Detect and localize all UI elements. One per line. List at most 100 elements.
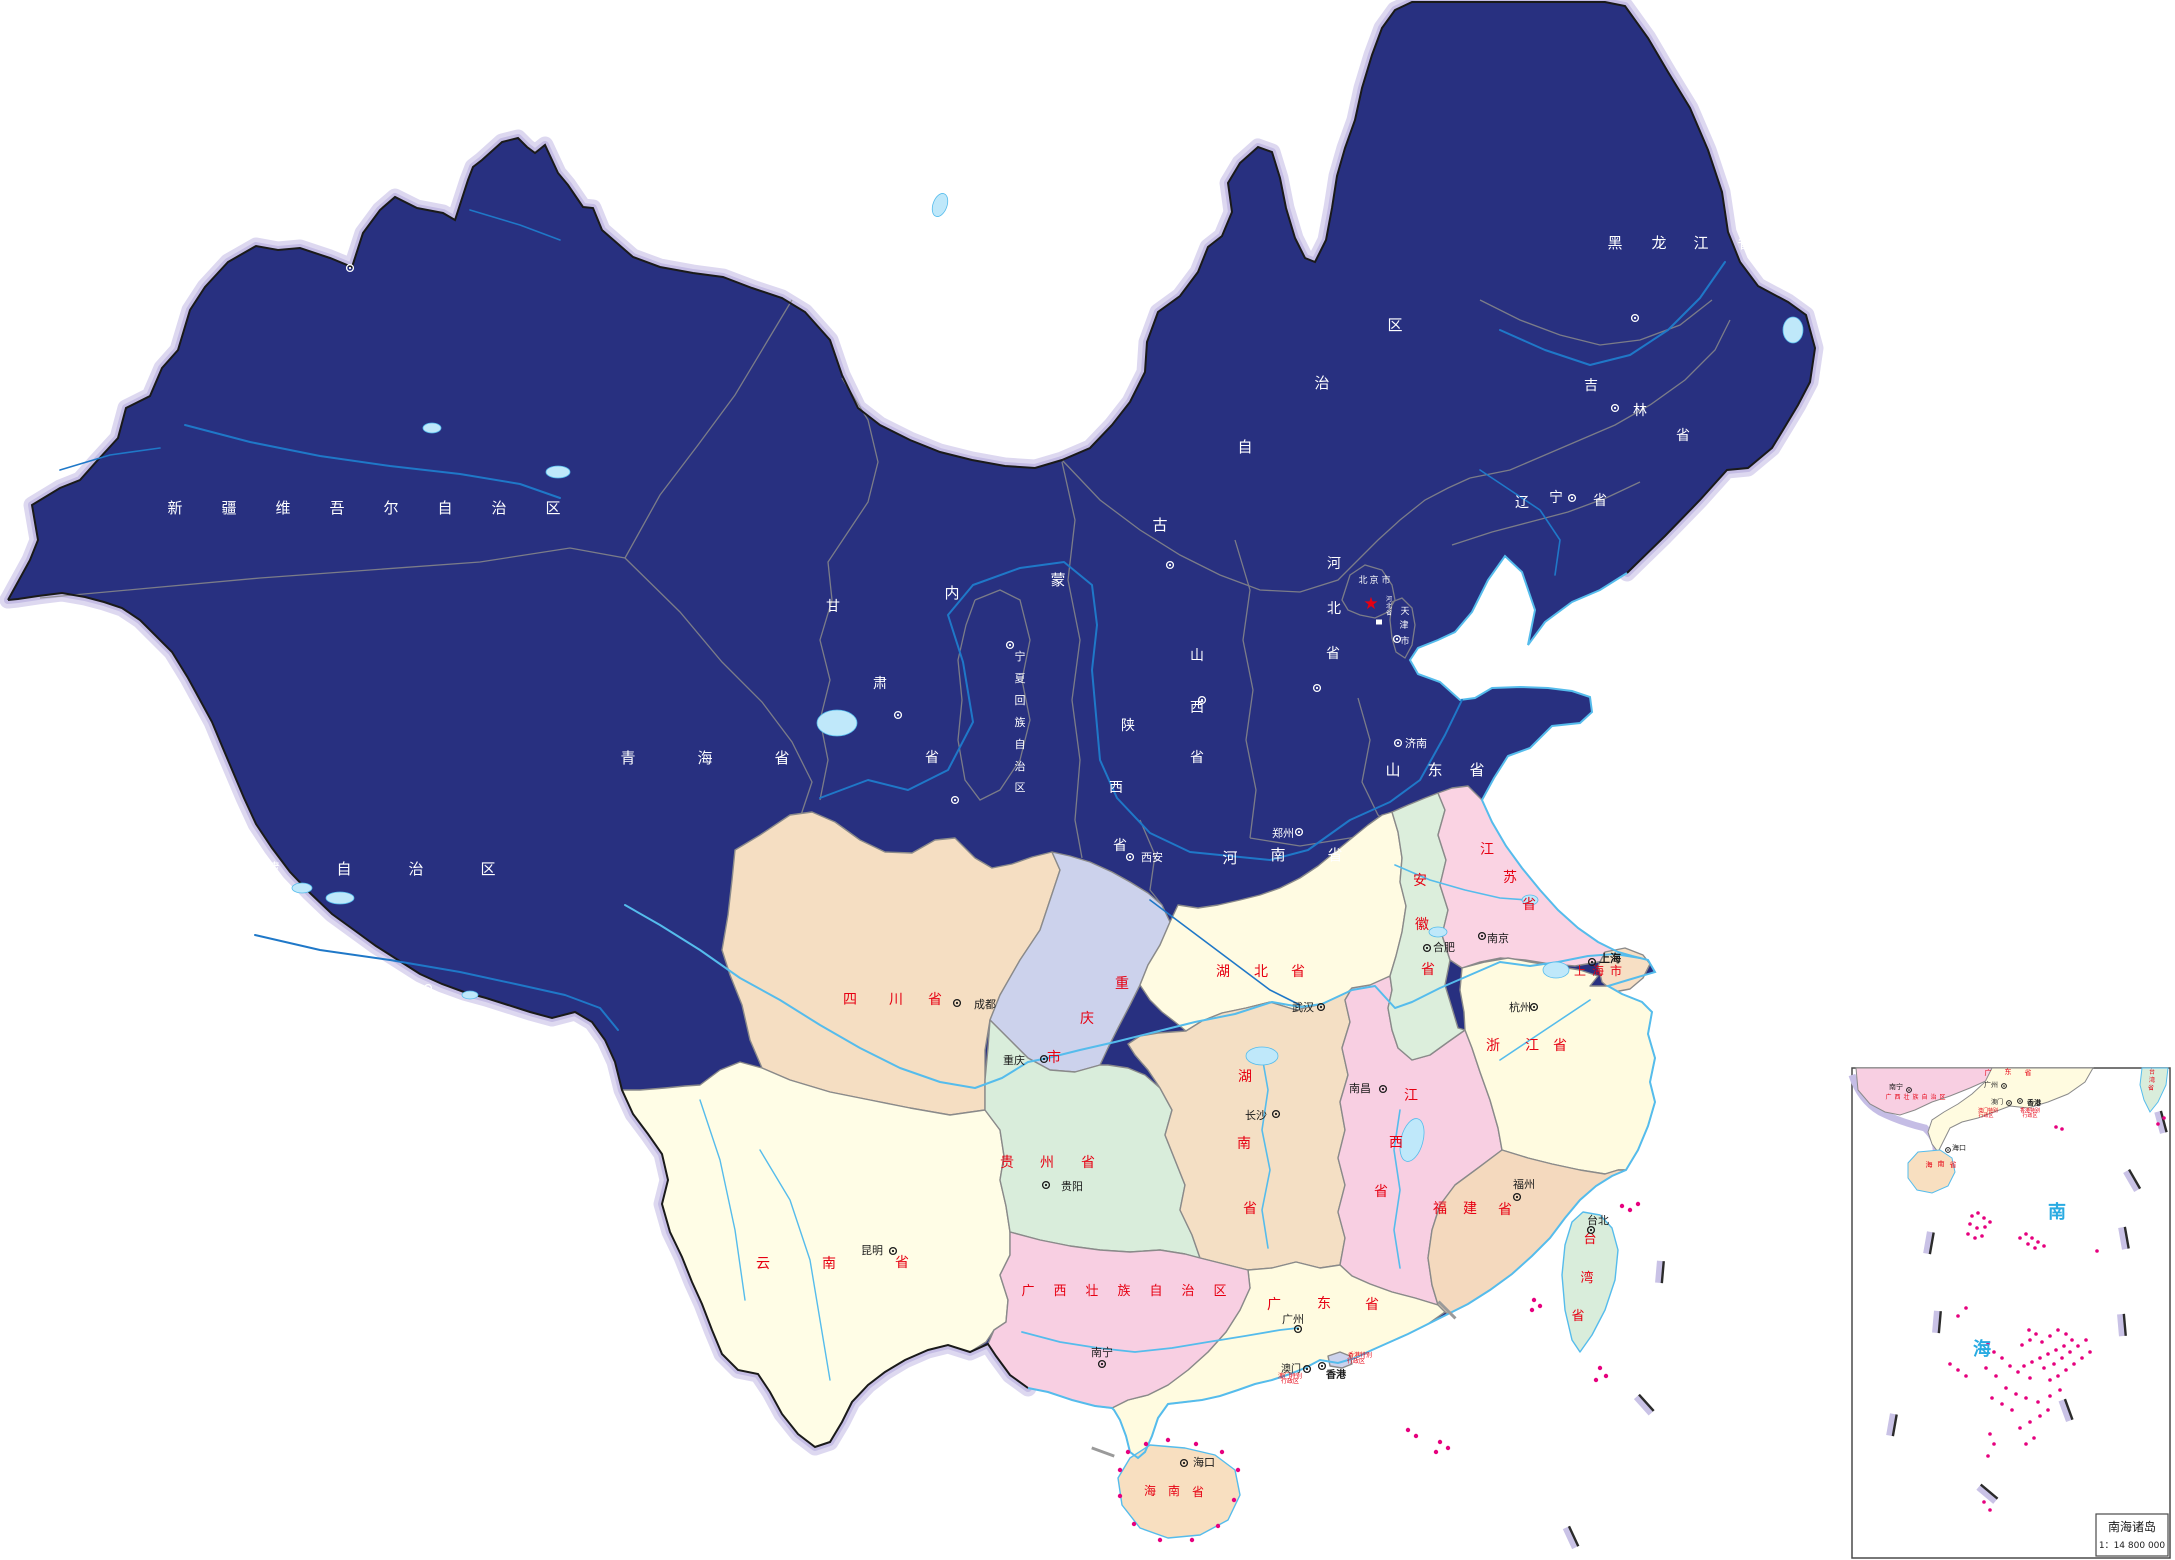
inset-island-dot-78 xyxy=(1992,1442,1996,1446)
city-西安-ring xyxy=(1125,852,1135,862)
town-3-dot xyxy=(953,798,957,802)
city-福州-dot xyxy=(1515,1195,1519,1199)
gray-boundary-1 xyxy=(1091,1446,1115,1458)
city-天津-dot xyxy=(1395,637,1399,641)
inset-island-dot-17 xyxy=(2036,1240,2040,1244)
inset-island-dot-49 xyxy=(2080,1356,2084,1360)
sea-dash-1 xyxy=(1633,1393,1655,1416)
city-label-南宁: 南宁 xyxy=(1091,1345,1113,1359)
city-重庆-ring xyxy=(1039,1054,1049,1064)
inset-island-dot-74 xyxy=(2058,1388,2062,1392)
inset-city-dot-2 xyxy=(2008,1102,2010,1104)
inset-dash-3 xyxy=(1923,1231,1935,1255)
inset-island-dot-71 xyxy=(2032,1436,2036,1440)
label-guizhou-1: 州 xyxy=(1040,1155,1054,1171)
city-成都-dot xyxy=(955,1001,959,1005)
inset-i-hainan-0: 海 xyxy=(1926,1160,1933,1169)
inset-dash-6 xyxy=(1886,1413,1898,1437)
city-label-海口: 海口 xyxy=(1193,1455,1215,1469)
nine-dash-bars xyxy=(1091,1260,1665,1550)
inset-island-dot-80 xyxy=(1982,1500,1986,1504)
inset-island-dot-27 xyxy=(2027,1328,2031,1332)
town-5-ring xyxy=(1165,560,1175,570)
city-贵阳-dot xyxy=(1044,1183,1048,1187)
label-henan-2: 省 xyxy=(1327,846,1342,864)
inset-i-hk-sar1: 香港特别 xyxy=(2020,1107,2040,1114)
province-taiwan xyxy=(1561,1211,1619,1353)
inset-island-dot-56 xyxy=(2008,1364,2012,1368)
city-label-南京: 南京 xyxy=(1487,931,1509,945)
label-chongqing-1: 庆 xyxy=(1080,1011,1094,1027)
inset-i-guangzhou: 广州 xyxy=(1984,1080,1998,1089)
label-hebei-0: 河 xyxy=(1327,556,1341,572)
inset-island-dot-64 xyxy=(2010,1408,2014,1412)
island-dot-25 xyxy=(1117,1493,1123,1499)
inset-island-dot-31 xyxy=(2040,1340,2044,1344)
label-hainan-0: 海 xyxy=(1144,1483,1156,1498)
inset-labels: 南宁广西壮族自治区广东省广州澳门 香港澳门特别行政区香港特别行政区海口海南省台湾省… xyxy=(1885,1067,2155,1360)
inset-island-dot-35 xyxy=(2070,1338,2074,1342)
city-昆明-ring xyxy=(888,1246,898,1256)
island-dot-10 xyxy=(1413,1433,1419,1439)
city-香港-dot xyxy=(1320,1364,1324,1368)
inset-island-dot-50 xyxy=(2072,1362,2076,1366)
label-liaoning-1: 宁 xyxy=(1549,489,1563,506)
town-2-dot xyxy=(896,713,900,717)
inset-island-dot-37 xyxy=(2054,1348,2058,1352)
label-beijing-1: 京 xyxy=(1369,574,1378,586)
island-dot-13 xyxy=(1433,1449,1439,1455)
inset-island-dot-26 xyxy=(1964,1374,1968,1378)
island-dot-9 xyxy=(1405,1427,1411,1433)
inset-island-dot-72 xyxy=(2024,1442,2028,1446)
city-南宁-ring xyxy=(1097,1359,1107,1369)
label-ningxia-5: 治 xyxy=(1015,759,1026,773)
inset-island-dot-25 xyxy=(1956,1368,1960,1372)
inset-island-dot-58 xyxy=(1992,1350,1996,1354)
city-长沙-dot xyxy=(1274,1112,1278,1116)
label-hunan-1: 南 xyxy=(1237,1136,1251,1152)
label-guangxi-6: 区 xyxy=(1213,1284,1226,1299)
city-上海-ring xyxy=(1587,957,1597,967)
inset-dash-5 xyxy=(1932,1310,1942,1334)
city-南京-ring xyxy=(1477,931,1487,941)
city-label-合肥: 合肥 xyxy=(1433,940,1455,954)
island-dot-0 xyxy=(1619,1203,1625,1209)
city-label-福州: 福州 xyxy=(1513,1177,1535,1191)
label-xinjiang-4: 尔 xyxy=(383,499,398,517)
label-xizang-3: 治 xyxy=(408,860,423,878)
inset-title-box xyxy=(2095,1513,2169,1557)
inset-island-dot-43 xyxy=(2052,1362,2056,1366)
label-tianjin-1: 津 xyxy=(1399,620,1408,631)
inset-i-haikou: 海口 xyxy=(1952,1143,1966,1152)
inset-island-dot-47 xyxy=(2084,1338,2088,1342)
island-dots xyxy=(1117,1201,1641,1543)
town-10-dot xyxy=(1570,496,1574,500)
city-上海-dot xyxy=(1590,960,1594,964)
inset-island-dot-66 xyxy=(1990,1396,1994,1400)
inset-island-dot-65 xyxy=(2000,1402,2004,1406)
lakes xyxy=(291,193,1804,1162)
inset-island-dot-7 xyxy=(1968,1222,1972,1226)
inset-island-dot-67 xyxy=(2046,1408,2050,1412)
town-8-ring xyxy=(1610,403,1620,413)
label-heilongjiang-3: 省 xyxy=(1737,234,1752,252)
inset-island-dot-9 xyxy=(1983,1225,1987,1229)
label-xinjiang-2: 维 xyxy=(275,499,290,517)
label-hk-sar-1: 香港特别 xyxy=(1348,1351,1372,1359)
label-guangxi-1: 西 xyxy=(1053,1284,1066,1299)
city-南昌-ring xyxy=(1378,1084,1388,1094)
town-8-dot xyxy=(1613,406,1617,410)
label-neimenggu-0: 内 xyxy=(944,584,959,602)
city-成都-ring xyxy=(952,998,962,1008)
inset-island-dot-70 xyxy=(2018,1426,2022,1430)
label-heilongjiang-1: 龙 xyxy=(1651,234,1666,252)
town-7-dot xyxy=(1315,686,1319,690)
inset-island-dot-61 xyxy=(2014,1392,2018,1396)
inset-scale: 1：14 800 000 xyxy=(2099,1541,2166,1551)
island-dot-22 xyxy=(1189,1537,1195,1543)
inset-island-dot-14 xyxy=(2018,1236,2022,1240)
capital-star-icon: ★ xyxy=(1363,594,1378,614)
inset-island-dot-22 xyxy=(1964,1306,1968,1310)
label-qinghai-2: 省 xyxy=(774,749,789,767)
label-chongqing-2: 市 xyxy=(1047,1049,1061,1066)
